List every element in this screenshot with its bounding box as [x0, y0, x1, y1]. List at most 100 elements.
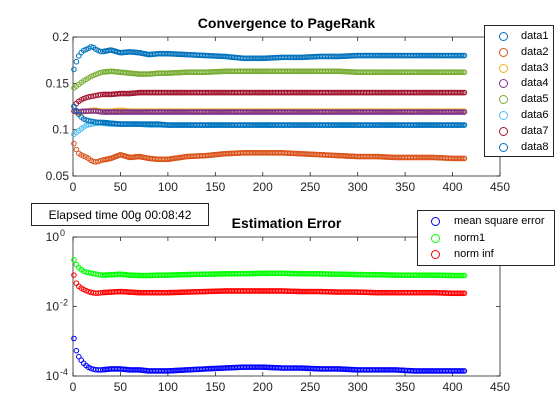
series-1-8	[71, 103, 468, 128]
chart-title-2: Estimation Error	[232, 215, 342, 231]
x-tick-label-2-1: 50	[114, 380, 128, 394]
elapsed-time-label: Elapsed time 00g 00:08:42	[31, 203, 209, 226]
legend-label: data1	[521, 30, 549, 42]
x-tick-label-1-1: 50	[114, 180, 128, 194]
y-tick-exponent-2-2: 0	[60, 228, 65, 238]
legend-entry: norm1	[418, 231, 554, 247]
x-tick-label-1-6: 300	[348, 180, 368, 194]
legend-marker-icon	[499, 111, 508, 120]
y-tick-label-1-0: 0.05	[46, 169, 70, 183]
legend-label: norm inf	[454, 248, 494, 260]
legend-entry: mean square error	[418, 214, 554, 230]
legend-label: data7	[521, 124, 549, 137]
data-point	[88, 365, 94, 372]
data-point	[461, 272, 468, 279]
legend-label: data2	[521, 45, 549, 58]
legend-label: data3	[521, 61, 549, 74]
data-point	[85, 288, 92, 295]
legend-convergence: data1 data2 data3 data4 data5 data6 data7 data8	[484, 25, 554, 158]
series-2-1	[71, 335, 468, 374]
data-point	[73, 146, 80, 153]
data-point	[461, 155, 468, 162]
data-point	[71, 335, 77, 342]
legend-marker-icon	[499, 142, 508, 152]
legend-entry: data4	[485, 76, 553, 92]
x-tick-label-2-7: 350	[395, 380, 415, 394]
legend-marker-icon	[499, 79, 508, 89]
legend-label: data4	[521, 77, 549, 90]
data-point	[461, 89, 468, 96]
chart-title-1: Convergence to PageRank	[198, 15, 376, 31]
legend-entry: data1	[485, 29, 553, 45]
x-tick-label-1-7: 350	[395, 180, 415, 194]
y-tick-label-1-2: 0.15	[46, 76, 70, 90]
x-tick-label-1-0: 0	[70, 180, 77, 194]
legend-entry: data7	[485, 124, 553, 140]
x-tick-label-2-8: 400	[443, 380, 463, 394]
legend-marker-icon	[431, 217, 440, 226]
data-point	[97, 119, 104, 126]
legend-marker-icon	[499, 126, 508, 136]
x-tick-label-2-3: 150	[205, 380, 225, 394]
legend-entry: norm inf	[418, 247, 554, 263]
series-1-5	[71, 68, 468, 91]
legend-label: data8	[521, 140, 549, 153]
data-point	[83, 94, 89, 101]
data-point	[461, 109, 468, 115]
data-point	[461, 69, 468, 76]
data-point	[71, 103, 77, 110]
x-tick-label-1-5: 250	[300, 180, 320, 194]
x-tick-label-1-9: 450	[490, 180, 510, 194]
data-point	[461, 122, 468, 128]
legend-entry: data5	[485, 92, 553, 108]
data-point	[93, 159, 99, 165]
y-tick-exponent-2-0: -4	[60, 367, 68, 377]
legend-marker-icon	[499, 63, 508, 73]
legend-label: norm1	[454, 231, 486, 244]
legend-entry: data6	[485, 108, 553, 124]
data-point	[73, 347, 80, 354]
data-point	[88, 44, 94, 50]
y-tick-label-2-2: 10	[46, 230, 60, 244]
legend-marker-icon	[431, 250, 440, 259]
legend-estimation-error: mean square error norm1 norm inf	[417, 210, 555, 266]
data-point	[461, 290, 468, 297]
x-tick-label-1-8: 400	[443, 180, 463, 194]
legend-marker-icon	[499, 47, 508, 57]
data-point	[71, 140, 77, 147]
legend-entry: data3	[485, 61, 553, 77]
data-point	[97, 48, 104, 55]
series-2-3	[71, 272, 468, 297]
data-point	[461, 52, 468, 59]
x-tick-label-2-2: 100	[158, 380, 178, 394]
data-point	[97, 272, 104, 278]
data-point	[71, 66, 77, 73]
series-2-2	[71, 257, 468, 279]
data-point	[97, 91, 104, 98]
data-point	[97, 109, 104, 115]
data-point	[97, 289, 104, 296]
y-tick-exponent-2-1: -2	[60, 298, 68, 308]
y-tick-label-2-1: 10	[46, 300, 60, 314]
x-tick-label-2-4: 200	[253, 380, 273, 394]
legend-label: data5	[521, 93, 549, 106]
legend-marker-icon	[499, 95, 508, 105]
y-tick-label-2-0: 10	[46, 369, 60, 383]
legend-entry: data2	[485, 45, 553, 61]
legend-label: mean square error	[454, 215, 545, 227]
legend-label: data6	[521, 109, 549, 121]
legend-marker-icon	[499, 32, 508, 41]
x-tick-label-1-4: 200	[253, 180, 273, 194]
data-point	[461, 368, 468, 374]
data-point	[97, 69, 104, 76]
data-point	[71, 257, 77, 263]
x-tick-label-2-5: 250	[300, 380, 320, 394]
x-tick-label-2-0: 0	[70, 380, 77, 394]
data-point	[73, 58, 80, 65]
x-tick-label-1-2: 100	[158, 180, 178, 194]
series-1-2	[71, 140, 468, 165]
data-point	[71, 272, 77, 278]
y-tick-label-1-1: 0.1	[52, 123, 69, 137]
series-1-4	[71, 108, 468, 115]
x-tick-label-1-3: 150	[205, 180, 225, 194]
